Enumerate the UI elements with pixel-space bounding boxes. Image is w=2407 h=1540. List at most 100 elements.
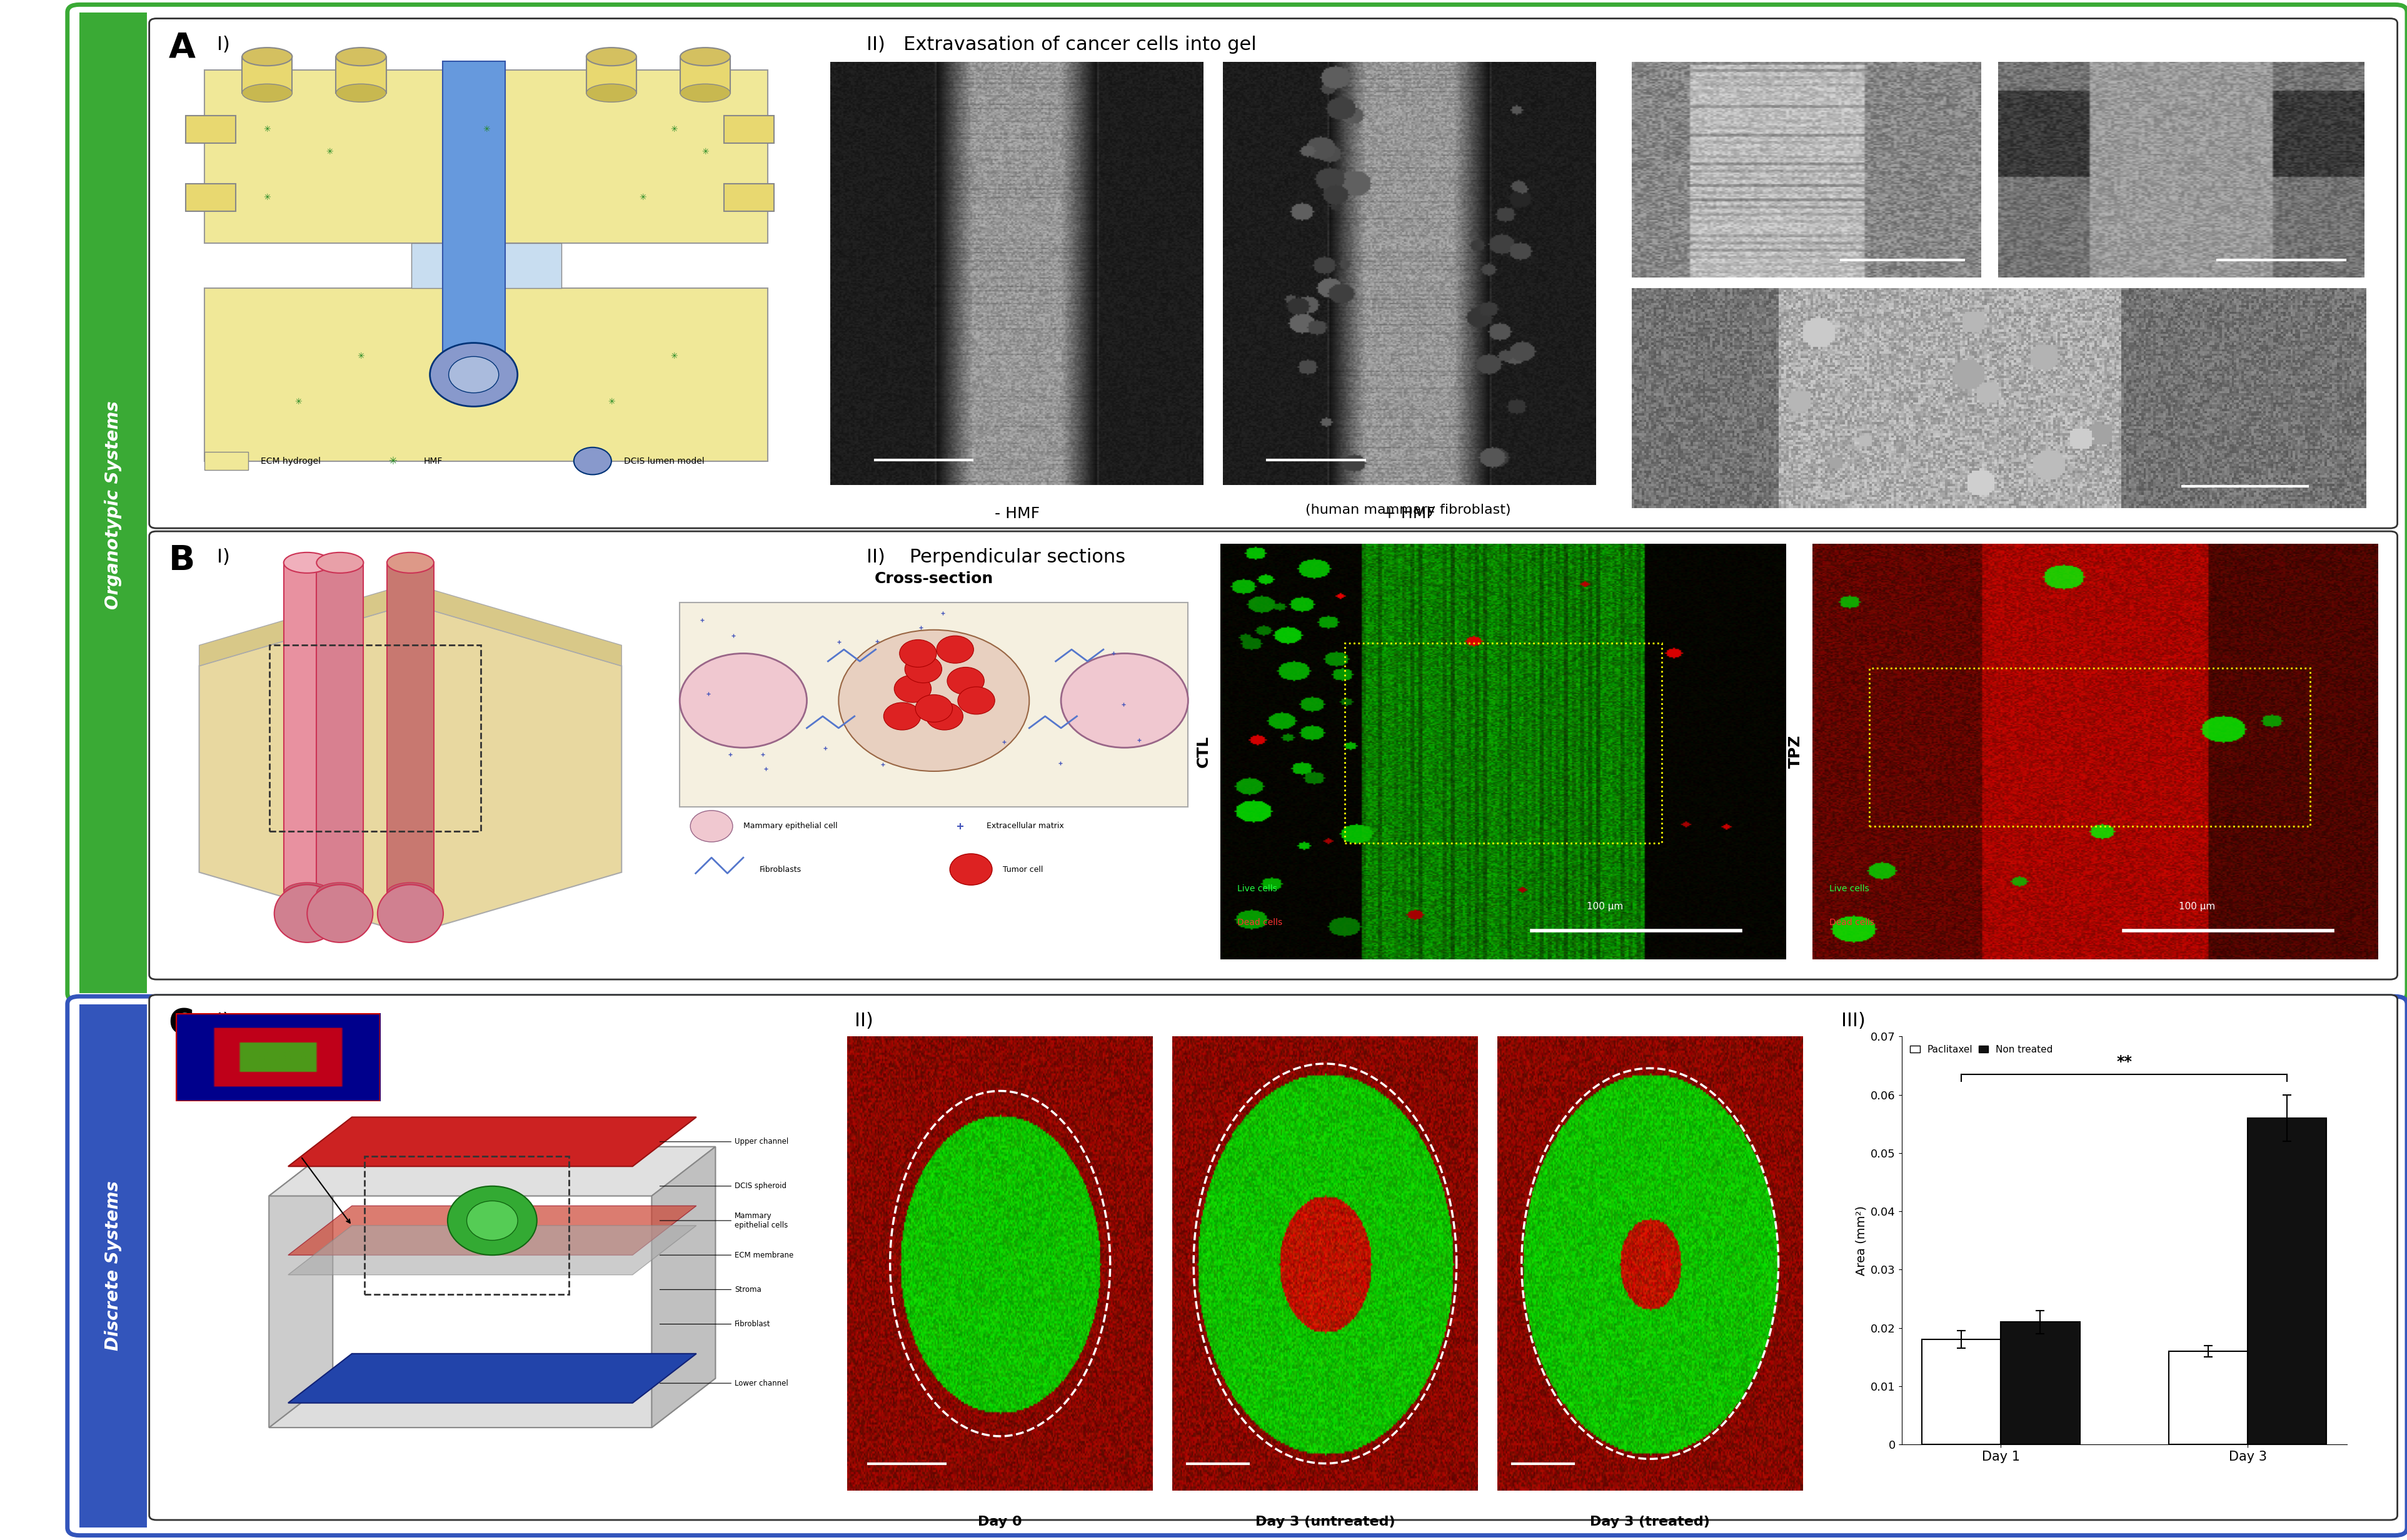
Text: DCIS lumen model: DCIS lumen model [623,457,705,465]
Text: B: B [168,544,195,578]
Text: Lower channel: Lower channel [660,1380,787,1388]
Circle shape [900,639,936,667]
Bar [2169,1351,2248,1445]
Polygon shape [200,584,621,665]
Circle shape [958,687,994,715]
Polygon shape [270,1147,715,1197]
Text: 100 μm: 100 μm [2178,902,2214,912]
FancyBboxPatch shape [67,996,2407,1535]
Ellipse shape [284,553,330,573]
Bar [1921,1340,2000,1445]
Text: ✳: ✳ [669,125,679,134]
Bar [587,57,635,92]
Bar [366,1157,568,1295]
Circle shape [308,884,373,942]
Circle shape [431,343,518,407]
Text: Stroma: Stroma [660,1286,761,1294]
Bar [318,562,363,893]
Ellipse shape [243,83,291,102]
FancyBboxPatch shape [149,18,2397,528]
Bar [388,562,433,893]
Circle shape [838,630,1030,772]
Ellipse shape [388,882,433,902]
Bar [79,12,147,993]
Text: ✳: ✳ [607,397,616,407]
Text: Mammary
epithelial cells: Mammary epithelial cells [660,1212,787,1229]
Polygon shape [200,604,621,935]
Text: **: ** [2116,1055,2133,1070]
Circle shape [1061,653,1189,747]
Text: ✳: ✳ [669,353,679,360]
Circle shape [378,884,443,942]
Text: ✳: ✳ [700,148,710,157]
Ellipse shape [243,48,291,66]
Text: Tumor cell: Tumor cell [1004,865,1042,873]
Circle shape [915,695,953,722]
Polygon shape [289,1116,696,1166]
Ellipse shape [318,882,363,902]
Circle shape [274,884,339,942]
Text: Live cells: Live cells [1829,884,1870,893]
Ellipse shape [587,83,635,102]
Text: ✳: ✳ [262,192,272,202]
Circle shape [883,702,919,730]
Text: Upper channel: Upper channel [660,1138,789,1146]
Ellipse shape [337,48,385,66]
Bar [725,183,775,211]
Circle shape [573,447,611,474]
Circle shape [936,636,972,664]
Polygon shape [289,1226,696,1275]
Ellipse shape [284,882,330,902]
Text: ✳: ✳ [638,192,647,202]
Bar [284,562,330,893]
Text: C: C [168,1007,195,1041]
Bar [337,57,385,92]
Circle shape [448,356,498,393]
Text: I): I) [217,548,229,567]
Bar [2248,1118,2328,1445]
Text: ✳: ✳ [388,456,397,467]
Circle shape [448,1186,537,1255]
Ellipse shape [388,553,433,573]
Circle shape [467,1201,518,1240]
Text: Dead cells: Dead cells [1237,918,1283,927]
Polygon shape [270,1147,332,1428]
Text: ECM hydrogel: ECM hydrogel [260,457,320,465]
Circle shape [893,675,932,702]
Text: Live cells: Live cells [1237,884,1278,893]
Bar [443,62,505,356]
Text: ✳: ✳ [325,148,335,157]
Text: + HMF: + HMF [1384,507,1435,521]
FancyBboxPatch shape [149,995,2397,1520]
Text: - HMF: - HMF [994,507,1040,521]
Text: Day 3 (treated): Day 3 (treated) [1591,1515,1709,1528]
Bar [205,71,768,243]
Polygon shape [652,1147,715,1428]
Text: III): III) [1841,1012,1865,1030]
Legend: Paclitaxel, Non treated: Paclitaxel, Non treated [1906,1041,2056,1058]
Ellipse shape [318,553,363,573]
Text: Fibroblasts: Fibroblasts [758,865,802,873]
Y-axis label: Area (mm²): Area (mm²) [1856,1206,1868,1275]
Text: Extracellular matrix: Extracellular matrix [987,822,1064,830]
Bar [681,57,729,92]
Text: A: A [168,31,195,65]
Text: II)   Extravasation of cancer cells into gel: II) Extravasation of cancer cells into g… [867,35,1256,54]
Text: ✳: ✳ [481,125,491,134]
Bar [725,115,775,143]
Circle shape [905,656,941,682]
Text: ✳: ✳ [481,397,491,407]
Text: (human mammary fibroblast): (human mammary fibroblast) [1305,504,1512,516]
Bar [1868,668,2311,827]
Text: Organotypic Systems: Organotypic Systems [104,400,123,610]
Text: Dead cells: Dead cells [1829,918,1875,927]
Text: Discrete Systems: Discrete Systems [104,1181,123,1351]
Bar [1346,644,1661,842]
Text: ✳: ✳ [356,353,366,360]
Text: I): I) [217,1012,229,1030]
FancyBboxPatch shape [67,5,2407,1001]
Text: ✳: ✳ [262,125,272,134]
Bar [205,288,768,460]
Polygon shape [270,1378,715,1428]
Bar [205,451,248,470]
